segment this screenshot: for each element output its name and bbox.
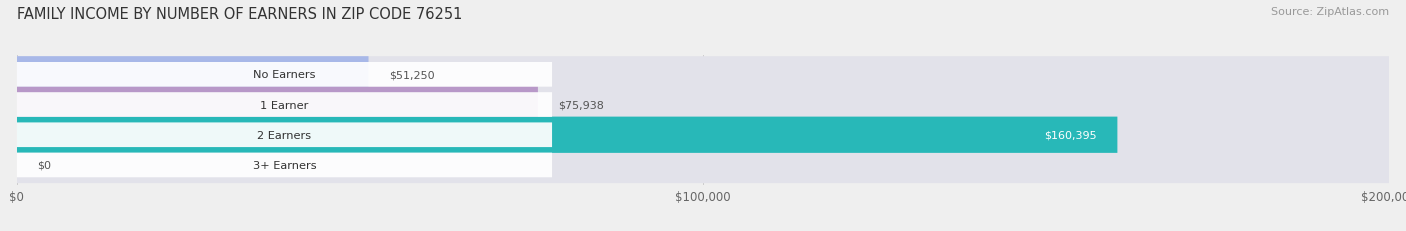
FancyBboxPatch shape <box>17 93 553 117</box>
Text: $51,250: $51,250 <box>389 70 434 80</box>
Text: FAMILY INCOME BY NUMBER OF EARNERS IN ZIP CODE 76251: FAMILY INCOME BY NUMBER OF EARNERS IN ZI… <box>17 7 463 22</box>
Text: 3+ Earners: 3+ Earners <box>253 160 316 170</box>
FancyBboxPatch shape <box>17 57 1389 93</box>
Text: Source: ZipAtlas.com: Source: ZipAtlas.com <box>1271 7 1389 17</box>
FancyBboxPatch shape <box>17 87 1389 123</box>
Text: 2 Earners: 2 Earners <box>257 130 312 140</box>
FancyBboxPatch shape <box>17 153 553 177</box>
FancyBboxPatch shape <box>17 117 1389 153</box>
Text: $160,395: $160,395 <box>1045 130 1097 140</box>
FancyBboxPatch shape <box>17 63 553 87</box>
Text: $0: $0 <box>38 160 52 170</box>
Text: No Earners: No Earners <box>253 70 316 80</box>
Text: $75,938: $75,938 <box>558 100 605 110</box>
FancyBboxPatch shape <box>17 87 538 123</box>
Text: 1 Earner: 1 Earner <box>260 100 309 110</box>
FancyBboxPatch shape <box>17 147 1389 183</box>
FancyBboxPatch shape <box>17 117 1118 153</box>
FancyBboxPatch shape <box>17 57 368 93</box>
FancyBboxPatch shape <box>17 123 553 147</box>
